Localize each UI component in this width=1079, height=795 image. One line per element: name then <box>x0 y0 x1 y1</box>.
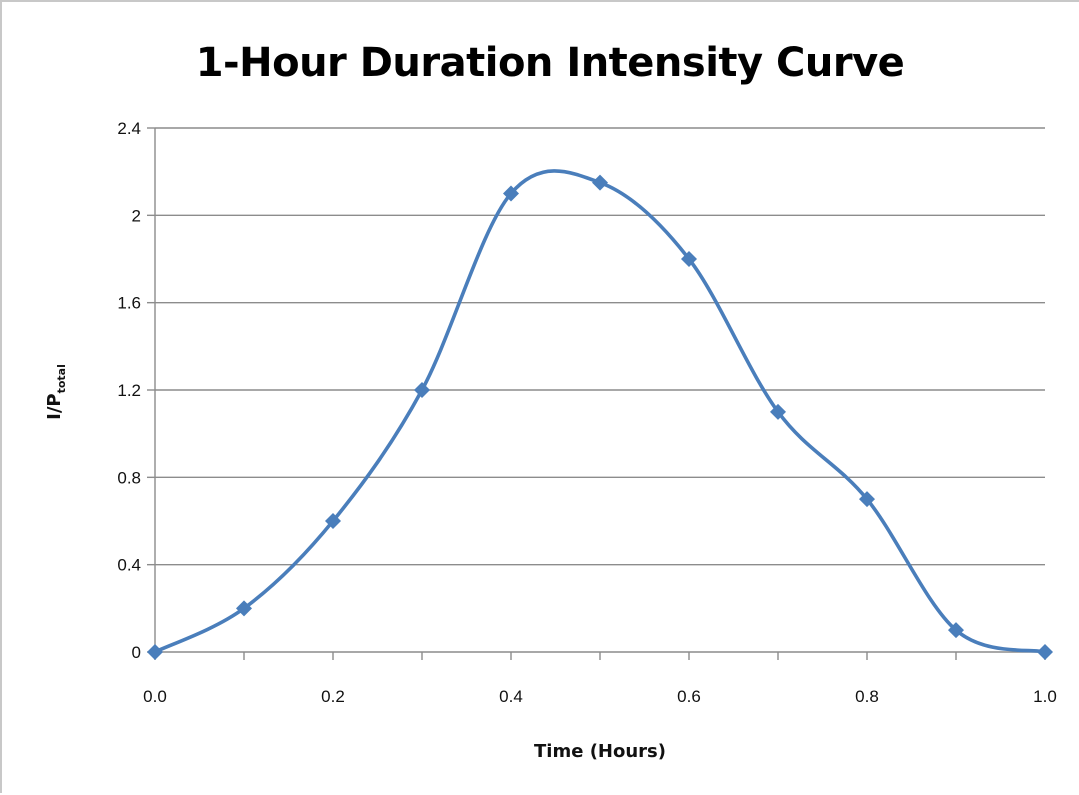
y-tick-label: 0.8 <box>117 468 141 487</box>
x-axis-title: Time (Hours) <box>534 741 666 762</box>
y-tick-label: 0 <box>132 643 141 662</box>
y-axis-title-subscript: total <box>55 364 68 394</box>
chart-title: 1-Hour Duration Intensity Curve <box>195 40 905 86</box>
y-tick-label: 1.2 <box>117 381 141 400</box>
x-tick-label: 0.6 <box>677 687 701 706</box>
axes <box>147 127 1046 660</box>
x-tick-label: 1.0 <box>1033 687 1057 706</box>
x-tick-label: 0.8 <box>855 687 879 706</box>
data-point-marker <box>325 513 341 529</box>
data-point-marker <box>503 185 519 202</box>
y-tick-labels: 0 0.4 0.8 1.2 1.6 2 2.4 <box>117 119 141 662</box>
y-tick-label: 0.4 <box>117 556 141 575</box>
gridlines <box>155 127 1045 566</box>
data-point-marker <box>1037 644 1053 660</box>
x-tick-label: 0.0 <box>143 687 167 706</box>
data-point-marker <box>770 403 786 420</box>
data-point-marker <box>147 644 163 660</box>
series-line <box>153 169 1047 654</box>
y-tick-label: 1.6 <box>117 294 141 313</box>
x-tick-labels: 0.0 0.2 0.4 0.6 0.8 1.0 <box>143 687 1057 706</box>
y-tick-label: 2 <box>132 206 141 225</box>
data-point-marker <box>236 600 252 617</box>
data-point-marker <box>859 491 875 508</box>
y-axis-title: I/Ptotal <box>44 364 68 420</box>
x-tick-label: 0.4 <box>499 687 523 706</box>
data-point-marker <box>681 251 697 267</box>
series-layer <box>147 169 1053 660</box>
y-axis-title-wrap: I/Ptotal <box>20 332 92 452</box>
y-tick-label: 2.4 <box>117 119 141 138</box>
data-point-marker <box>948 622 964 639</box>
data-point-marker <box>592 174 608 191</box>
x-tick-label: 0.2 <box>321 687 345 706</box>
y-axis-title-main: I/P <box>44 393 65 420</box>
data-point-marker <box>414 382 430 398</box>
